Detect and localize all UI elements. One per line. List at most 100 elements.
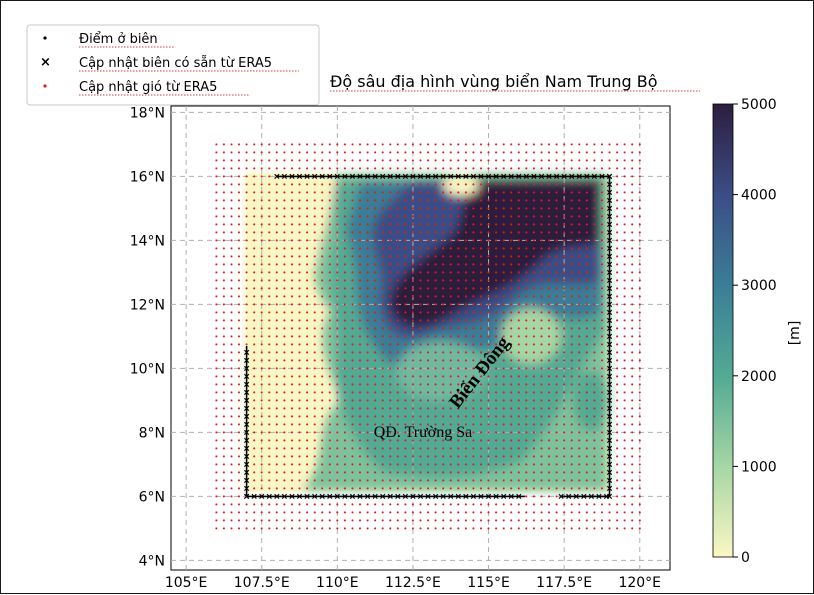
wind-point	[222, 383, 225, 386]
wind-point	[419, 407, 422, 410]
wind-point	[253, 183, 256, 186]
wind-point	[570, 167, 573, 170]
wind-point	[427, 439, 430, 442]
wind-point	[283, 399, 286, 402]
wind-point	[275, 527, 278, 530]
wind-point	[547, 527, 551, 530]
wind-point	[358, 423, 362, 426]
wind-point	[442, 183, 445, 186]
wind-point	[532, 303, 535, 306]
wind-point	[381, 191, 384, 194]
wind-point	[525, 167, 528, 170]
wind-point	[351, 255, 354, 258]
wind-point	[585, 359, 588, 362]
wind-point	[449, 479, 452, 482]
wind-point	[510, 447, 513, 450]
wind-point	[427, 311, 430, 314]
wind-point	[306, 375, 309, 378]
wind-point	[245, 247, 248, 250]
wind-point	[449, 335, 452, 338]
wind-point	[616, 143, 619, 146]
wind-point	[517, 471, 520, 474]
wind-point	[449, 215, 452, 218]
wind-point	[532, 375, 535, 378]
wind-point	[585, 375, 588, 378]
wind-point	[298, 151, 301, 154]
wind-point	[336, 487, 339, 490]
wind-point	[600, 447, 604, 450]
wind-point	[215, 503, 218, 506]
wind-point	[389, 431, 392, 434]
lat-tick-label: 4°N	[139, 553, 165, 569]
wind-point	[306, 319, 309, 322]
wind-point	[532, 447, 535, 450]
boundary-x-marker	[606, 421, 613, 427]
wind-point	[374, 503, 377, 506]
wind-point	[540, 431, 543, 434]
wind-point	[502, 351, 505, 354]
wind-point	[616, 231, 619, 234]
wind-point	[457, 311, 460, 314]
wind-point	[253, 255, 256, 258]
wind-point	[547, 255, 551, 258]
wind-point	[570, 415, 573, 418]
wind-point	[472, 199, 475, 202]
wind-point	[381, 471, 384, 474]
wind-point	[525, 359, 528, 362]
wind-point	[389, 407, 392, 410]
wind-point	[215, 327, 218, 330]
wind-point	[563, 367, 566, 370]
wind-point	[616, 495, 619, 498]
wind-point	[298, 167, 301, 170]
wind-point	[358, 431, 362, 434]
wind-point	[638, 143, 641, 146]
wind-point	[600, 223, 604, 226]
wind-point	[222, 167, 225, 170]
wind-point	[464, 463, 467, 466]
wind-point	[268, 279, 271, 282]
wind-point	[321, 471, 324, 474]
wind-point	[411, 359, 414, 362]
wind-point	[381, 255, 384, 258]
wind-point	[547, 511, 551, 514]
wind-point	[366, 151, 369, 154]
wind-point	[631, 271, 634, 274]
wind-point	[321, 199, 324, 202]
wind-point	[306, 327, 309, 330]
wind-point	[570, 407, 573, 410]
wind-point	[540, 335, 543, 338]
wind-point	[457, 327, 460, 330]
wind-point	[593, 455, 596, 458]
wind-point	[253, 215, 256, 218]
wind-point	[237, 367, 241, 370]
wind-point	[532, 511, 535, 514]
wind-point	[260, 199, 263, 202]
wind-point	[563, 271, 566, 274]
wind-point	[351, 479, 354, 482]
wind-point	[215, 359, 218, 362]
wind-point	[487, 423, 490, 426]
wind-point	[328, 479, 331, 482]
wind-point	[585, 455, 588, 458]
boundary-x-marker	[349, 493, 356, 499]
boundary-x-marker	[546, 173, 552, 179]
wind-point	[328, 407, 331, 410]
wind-point	[283, 247, 286, 250]
wind-point	[631, 487, 634, 490]
wind-point	[631, 495, 634, 498]
wind-point	[306, 303, 309, 306]
wind-point	[555, 167, 558, 170]
wind-point	[457, 479, 460, 482]
wind-point	[517, 343, 520, 346]
wind-point	[306, 471, 309, 474]
wind-point	[268, 407, 271, 410]
wind-point	[495, 183, 498, 186]
wind-point	[283, 463, 286, 466]
wind-point	[222, 279, 225, 282]
wind-point	[585, 279, 588, 282]
wind-point	[321, 407, 324, 410]
wind-point	[328, 255, 331, 258]
wind-point	[358, 303, 362, 306]
wind-point	[525, 375, 528, 378]
wind-point	[472, 295, 475, 298]
